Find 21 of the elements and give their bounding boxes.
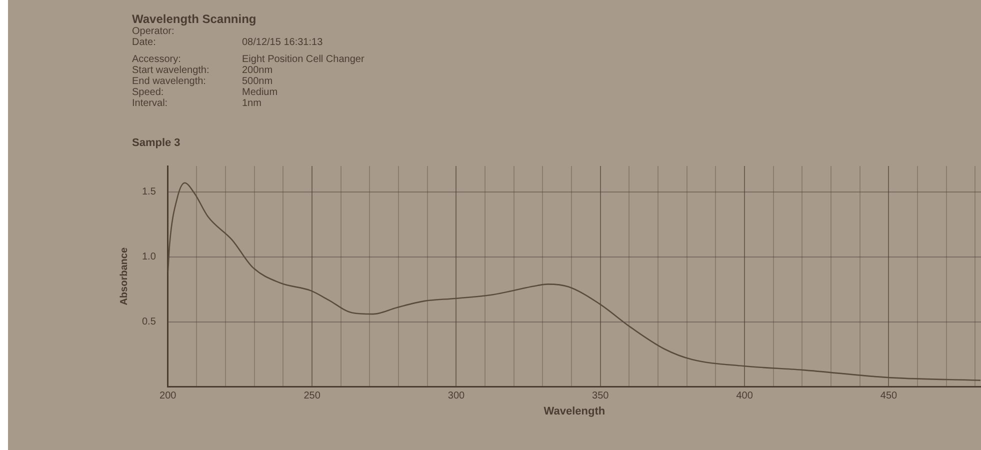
- y-tick-label: 1.0: [142, 252, 156, 263]
- text: Speed: Medium: [132, 87, 278, 98]
- text: End wavelength: 500nm: [132, 76, 273, 87]
- y-tick-label: 1.5: [142, 186, 156, 198]
- x-tick-label: 300: [448, 390, 466, 402]
- chart-title: Wavelength Scanning: [132, 12, 258, 26]
- x-tick-label: 400: [736, 390, 754, 402]
- text: Start wavelength: 200nm: [132, 65, 273, 76]
- text: Operator:: [132, 26, 176, 37]
- line-series: [168, 182, 981, 381]
- x-axis-title: Wavelength: [544, 405, 606, 418]
- text: Accessory: Eight Position Cell Changer: [132, 54, 364, 65]
- x-tick-label: 450: [880, 390, 898, 402]
- x-tick-label: 350: [592, 390, 610, 402]
- x-tick-label: 200: [160, 390, 177, 402]
- text: Date: 08/12/15 16:31:13: [132, 37, 323, 48]
- x-tick-label: 250: [304, 390, 321, 402]
- y-axis-title: Absorbance: [118, 247, 130, 306]
- y-tick-label: 0.5: [142, 316, 156, 328]
- chart-subtitle: Sample 3: [132, 137, 180, 149]
- text: Interval: 1nm: [132, 98, 262, 109]
